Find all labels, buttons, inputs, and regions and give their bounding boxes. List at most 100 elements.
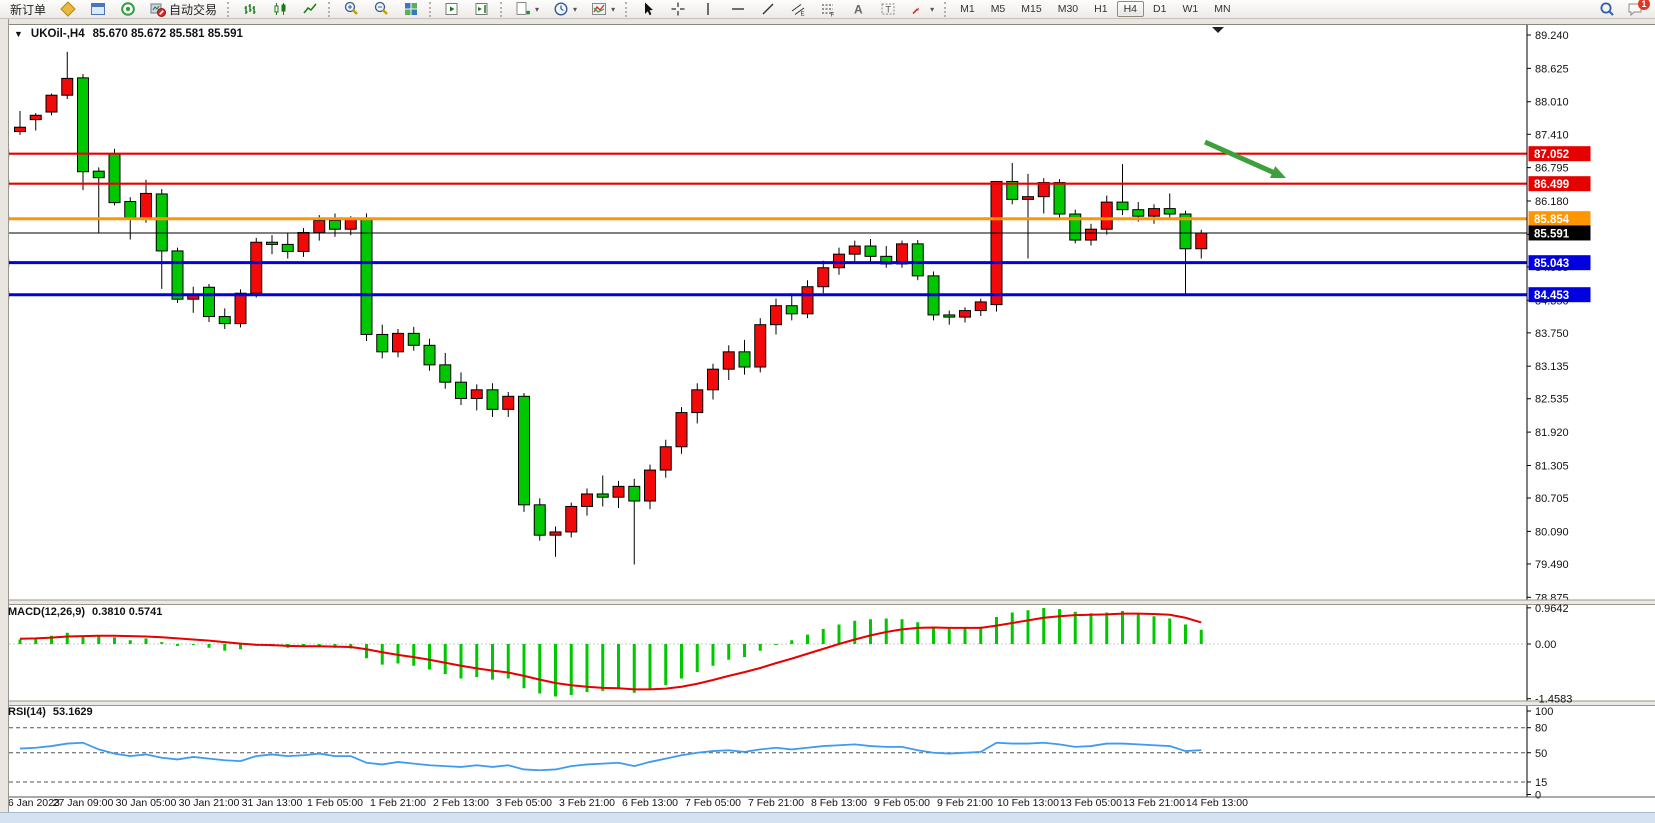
- candle-down: [1132, 209, 1145, 217]
- timeframe-button-m5[interactable]: M5: [990, 3, 1006, 15]
- community-button[interactable]: [114, 1, 142, 18]
- new-chart-button[interactable]: ▾: [509, 1, 545, 18]
- pane-separator-1[interactable]: [0, 600, 1655, 605]
- timeframe-button-h4[interactable]: H4: [1116, 1, 1145, 17]
- candle-up: [848, 245, 861, 255]
- macd-bar: [727, 644, 731, 660]
- chevron-down-icon[interactable]: ▾: [535, 4, 540, 14]
- candle-down: [155, 193, 168, 252]
- macd-bar: [65, 632, 69, 644]
- price-label-text: 86.499: [1534, 179, 1569, 191]
- macd-bar: [1089, 613, 1093, 644]
- timeframe-button-m30[interactable]: M30: [1057, 3, 1079, 15]
- mql-badge-button[interactable]: [54, 1, 82, 18]
- time-axis-label: 14 Feb 13:00: [1186, 797, 1248, 809]
- crosshair-button[interactable]: [664, 1, 692, 18]
- trendline-button[interactable]: [754, 1, 782, 18]
- zoom-in-icon: [344, 1, 358, 15]
- timeframe-button-m1[interactable]: M1: [960, 3, 975, 15]
- macd-bar: [176, 644, 179, 646]
- rsi-value: 53.1629: [52, 706, 93, 718]
- macd-histogram: [18, 608, 1203, 697]
- macd-axis-label: -1.4583: [1535, 694, 1572, 706]
- chevron-down-icon[interactable]: ▾: [611, 4, 616, 14]
- candlestick-series: [14, 51, 1208, 565]
- candle-up: [565, 505, 578, 533]
- mql-badge-icon: [60, 1, 76, 17]
- price-label-box: [1528, 146, 1591, 162]
- fibonacci-button[interactable]: F: [814, 1, 842, 18]
- price-tick-label: 89.240: [1535, 30, 1569, 42]
- chart-autoscroll-button[interactable]: [438, 1, 466, 18]
- chat-button[interactable]: 1: [1627, 0, 1650, 17]
- macd-bar: [743, 644, 746, 658]
- macd-bar: [821, 629, 825, 644]
- macd-bar: [1105, 612, 1109, 644]
- macd-values: 0.3810 0.5741: [92, 606, 163, 618]
- pane-separator-2[interactable]: [0, 701, 1655, 706]
- chart-shift-marker-icon[interactable]: [1212, 27, 1224, 33]
- annotation-arrow-head[interactable]: [1270, 166, 1286, 179]
- macd-bar: [995, 617, 998, 644]
- time-axis-label: 8 Feb 13:00: [811, 797, 867, 809]
- new-order-button[interactable]: 新订单: [4, 1, 52, 18]
- annotation-arrow-shaft[interactable]: [1203, 139, 1278, 177]
- candlestick-chart-button[interactable]: [266, 1, 294, 18]
- candle-down: [281, 243, 294, 252]
- indicators-list-button[interactable]: ▾: [585, 1, 621, 18]
- macd-bar: [916, 622, 920, 644]
- chart-symbol-line[interactable]: ▼ UKOil-,H4 85.670 85.672 85.581 85.591: [14, 28, 243, 40]
- zoom-out-button[interactable]: [367, 1, 395, 18]
- macd-bar: [365, 644, 368, 659]
- timeframe-button-d1[interactable]: D1: [1153, 3, 1167, 15]
- macd-bar: [34, 638, 38, 644]
- zoom-in-button[interactable]: [337, 1, 365, 18]
- time-axis-label: 1 Feb 21:00: [370, 797, 426, 809]
- price-tick-label: 83.750: [1535, 328, 1569, 340]
- autotrade-button[interactable]: 自动交易: [144, 1, 223, 18]
- macd-pane-label: MACD(12,26,9) 0.3810 0.5741: [8, 606, 162, 618]
- candle-up: [1037, 182, 1050, 198]
- timeframe-button-mn[interactable]: MN: [1214, 3, 1231, 15]
- chart-window[interactable]: 89.240 88.625 88.010 87.410 86.795 86.180 85.5…: [0, 19, 1655, 813]
- cursor-button[interactable]: [634, 1, 662, 18]
- horizontal-line-button[interactable]: [724, 1, 752, 18]
- search-button[interactable]: [1593, 1, 1621, 18]
- text-button[interactable]: A: [844, 1, 872, 18]
- terminal-window-button[interactable]: [84, 1, 112, 18]
- chart-shift-button[interactable]: [468, 1, 496, 18]
- candle-down: [911, 243, 924, 277]
- tile-windows-button[interactable]: [397, 1, 425, 18]
- symbol-dropdown-icon[interactable]: ▼: [14, 29, 23, 39]
- rsi-pane-label: RSI(14) 53.1629: [8, 706, 93, 718]
- macd-bar: [506, 644, 510, 679]
- timeframe-button-w1[interactable]: W1: [1182, 3, 1199, 15]
- equidistant-channel-button[interactable]: E: [784, 1, 812, 18]
- macd-bar: [947, 629, 951, 644]
- time-axis-label: 9 Feb 05:00: [874, 797, 930, 809]
- macd-bar: [695, 644, 699, 673]
- periods-clock-button[interactable]: ▾: [547, 1, 583, 18]
- candle-up: [61, 77, 74, 96]
- timeframe-button-h1[interactable]: H1: [1094, 3, 1108, 15]
- arrows-shapes-icon: [912, 7, 919, 15]
- chart-autoscroll-icon: [445, 3, 458, 15]
- line-chart-button[interactable]: [296, 1, 324, 18]
- time-axis-label: 1 Feb 05:00: [307, 797, 363, 809]
- arrows-shapes-button[interactable]: ▾: [904, 1, 940, 18]
- macd-bar: [617, 644, 620, 689]
- vertical-line-button[interactable]: [694, 1, 722, 18]
- time-axis-label: 13 Feb 21:00: [1123, 797, 1185, 809]
- macd-bar: [396, 644, 400, 664]
- time-axis-label: 9 Feb 21:00: [937, 797, 993, 809]
- candle-up: [691, 389, 704, 414]
- bar-chart-button[interactable]: [236, 1, 264, 18]
- chevron-down-icon[interactable]: ▾: [930, 4, 935, 14]
- timeframe-button-m15[interactable]: M15: [1021, 3, 1042, 15]
- candle-down: [533, 504, 546, 536]
- chevron-down-icon[interactable]: ▾: [573, 4, 578, 14]
- chart-canvas[interactable]: 89.240 88.625 88.010 87.410 86.795 86.180 85.5…: [0, 19, 1655, 813]
- time-axis-label: 7 Feb 21:00: [748, 797, 804, 809]
- text-label-button[interactable]: T: [874, 1, 902, 18]
- price-label-box: [1528, 225, 1591, 241]
